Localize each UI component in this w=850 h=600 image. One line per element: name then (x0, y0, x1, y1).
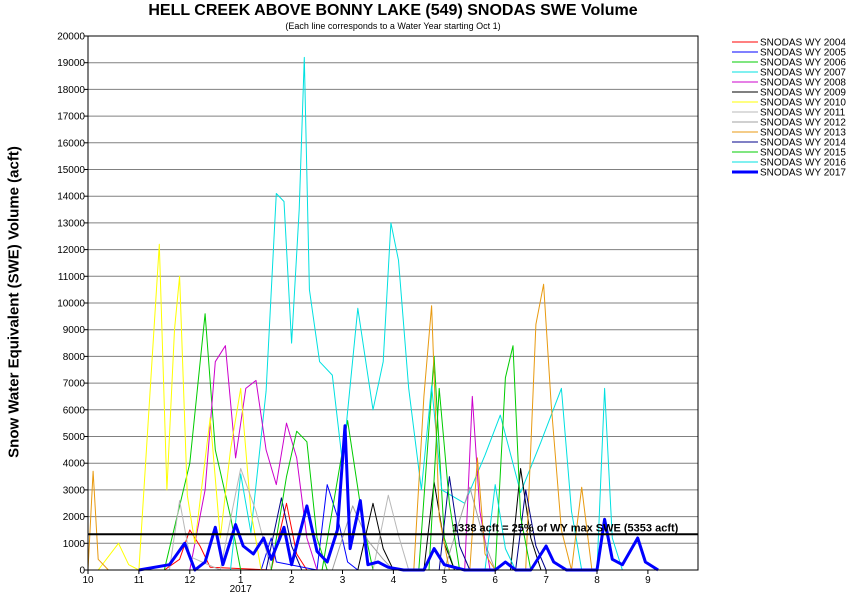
series-line (230, 56, 583, 571)
x-tick-label: 6 (492, 575, 498, 586)
series-lines (87, 56, 659, 572)
legend-label: SNODAS WY 2004 (760, 38, 846, 49)
x-tick-label: 8 (594, 575, 600, 586)
chart-subtitle: (Each line corresponds to a Water Year s… (285, 21, 501, 31)
legend-label: SNODAS WY 2009 (760, 88, 846, 99)
legend-label: SNODAS WY 2017 (760, 168, 846, 179)
legend-label: SNODAS WY 2016 (760, 158, 846, 169)
series-line (164, 502, 308, 571)
y-tick-label: 16000 (57, 138, 85, 149)
x-tick-label: 11 (134, 575, 145, 586)
legend-label: SNODAS WY 2010 (760, 98, 846, 109)
legend-label: SNODAS WY 2007 (760, 68, 846, 79)
y-tick-label: 18000 (57, 85, 85, 96)
chart-title: HELL CREEK ABOVE BONNY LAKE (549) SNODAS… (148, 2, 638, 19)
series-line (97, 243, 262, 571)
y-tick-label: 2000 (63, 512, 86, 523)
y-tick-label: 0 (79, 566, 85, 577)
y-tick-label: 20000 (57, 32, 85, 43)
y-tick-label: 15000 (57, 165, 85, 176)
y-tick-label: 11000 (58, 272, 86, 283)
x-tick-label: 12 (184, 575, 196, 586)
legend-label: SNODAS WY 2013 (760, 128, 846, 139)
legend-label: SNODAS WY 2014 (760, 138, 846, 149)
x-tick-label: 10 (82, 575, 94, 586)
y-tick-label: 3000 (63, 485, 86, 496)
x-year-label: 2017 (230, 584, 253, 595)
reference-line-label: 1338 acft = 25% of WY max SWE (5353 acft… (452, 522, 679, 534)
series-line (168, 468, 410, 571)
grid-lines (88, 62, 698, 544)
legend-label: SNODAS WY 2015 (760, 148, 846, 159)
y-tick-label: 19000 (57, 58, 85, 69)
series-line (265, 476, 547, 571)
series-line (138, 424, 659, 572)
legend-label: SNODAS WY 2012 (760, 118, 846, 129)
series-line (163, 313, 455, 571)
y-tick-label: 7000 (63, 379, 86, 390)
y-tick-label: 13000 (57, 218, 85, 229)
y-tick-label: 6000 (63, 405, 86, 416)
y-tick-label: 1000 (63, 539, 86, 550)
y-tick-label: 5000 (63, 432, 86, 443)
y-tick-label: 8000 (63, 352, 86, 363)
x-tick-label: 3 (340, 575, 346, 586)
y-tick-label: 4000 (63, 459, 86, 470)
x-tick-label: 1 (238, 575, 244, 586)
series-line (189, 345, 491, 571)
legend-label: SNODAS WY 2006 (760, 58, 846, 69)
y-tick-label: 10000 (57, 299, 85, 310)
legend-label: SNODAS WY 2005 (760, 48, 846, 59)
x-tick-label: 2 (289, 575, 295, 586)
y-tick-label: 17000 (57, 112, 85, 123)
legend-label: SNODAS WY 2008 (760, 78, 846, 89)
y-tick-label: 9000 (63, 325, 86, 336)
series-line (270, 345, 532, 571)
x-tick-label: 5 (442, 575, 448, 586)
y-axis-ticks: 0 1000 2000 3000 4000 5000 6000 7000 8000 9000 100… (57, 32, 88, 577)
legend-label: SNODAS WY 2011 (760, 108, 846, 119)
reference-line-group: 1338 acft = 25% of WY max SWE (5353 acft… (88, 522, 698, 536)
y-tick-label: 12000 (57, 245, 85, 256)
x-tick-label: 7 (543, 575, 549, 586)
x-tick-label: 4 (391, 575, 397, 586)
x-tick-label: 9 (645, 575, 651, 586)
y-tick-label: 14000 (57, 192, 85, 203)
